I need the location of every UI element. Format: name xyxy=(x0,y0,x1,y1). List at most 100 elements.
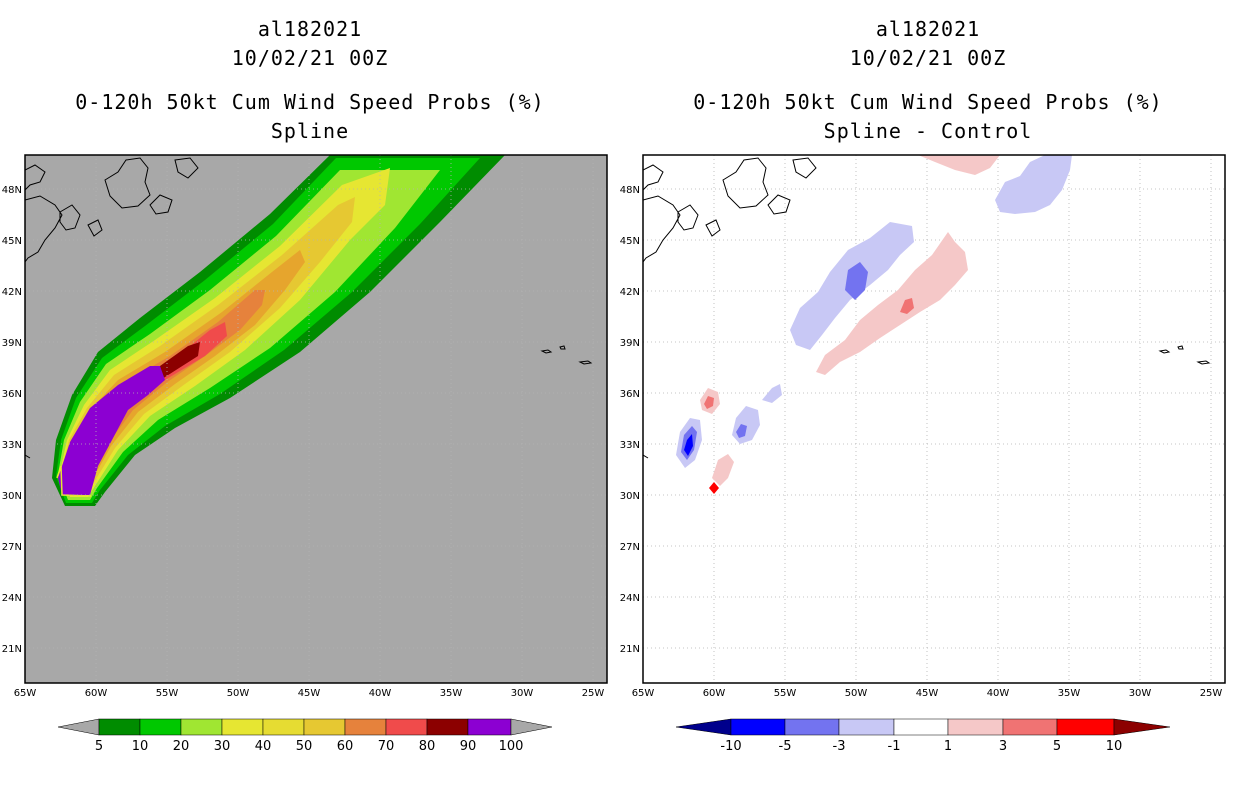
right-colorbar-labels: -10 -5 -3 -1 1 3 5 10 xyxy=(720,739,1122,754)
colorbar-label: -3 xyxy=(833,739,846,754)
lon-tick: 35W xyxy=(440,688,463,699)
lat-tick: 27N xyxy=(2,542,22,553)
right-background xyxy=(643,155,1225,683)
diff-pos-3-south-a xyxy=(704,396,714,409)
lat-tick: 24N xyxy=(620,593,640,604)
right-difference-field xyxy=(676,155,1072,494)
lat-tick: 42N xyxy=(620,287,640,298)
lat-tick: 27N xyxy=(620,542,640,553)
lon-tick: 65W xyxy=(14,688,37,699)
colorbar-lower-arrow xyxy=(675,718,732,736)
lon-tick: 30W xyxy=(511,688,534,699)
colorbar-swatch xyxy=(838,718,895,736)
colorbar-label: 10 xyxy=(1106,739,1123,754)
lon-tick: 45W xyxy=(298,688,321,699)
right-lat-axis: 48N 45N 42N 39N 36N 33N 30N 27N 24N 21N xyxy=(620,185,640,655)
colorbar-label: 5 xyxy=(1053,739,1061,754)
right-map xyxy=(642,154,1226,684)
colorbar-swatch xyxy=(262,718,305,736)
left-colorbar xyxy=(57,718,553,736)
left-panel-subheader: 0-120h 50kt Cum Wind Speed Probs (%) Spl… xyxy=(10,88,610,146)
left-lat-axis: 48N 45N 42N 39N 36N 33N 30N 27N 24N 21N xyxy=(2,185,22,655)
left-probability-swath xyxy=(52,155,505,506)
left-gridlines xyxy=(25,155,607,683)
left-product: 0-120h 50kt Cum Wind Speed Probs (%) xyxy=(75,90,545,114)
colorbar-label: 1 xyxy=(944,739,952,754)
diff-neg-3-northwest xyxy=(845,262,868,300)
lon-tick: 40W xyxy=(987,688,1010,699)
colorbar-swatch xyxy=(426,718,469,736)
lat-tick: 48N xyxy=(620,185,640,196)
colorbar-swatch xyxy=(303,718,346,736)
colorbar-upper-arrow xyxy=(1113,718,1171,736)
colorbar-label: 80 xyxy=(419,739,436,754)
diff-pos-5-south-b xyxy=(709,482,719,494)
lon-tick: 65W xyxy=(632,688,655,699)
colorbar-swatch xyxy=(385,718,428,736)
left-datetime: 10/02/21 00Z xyxy=(231,46,389,70)
lon-tick: 30W xyxy=(1129,688,1152,699)
colorbar-label: 40 xyxy=(255,739,272,754)
lon-tick: 40W xyxy=(369,688,392,699)
colorbar-swatch xyxy=(344,718,387,736)
lat-tick: 36N xyxy=(620,389,640,400)
colorbar-label: -10 xyxy=(720,739,741,754)
right-azores xyxy=(1158,345,1211,365)
colorbar-swatch xyxy=(221,718,264,736)
lat-tick: 21N xyxy=(620,644,640,655)
left-storm-id: al182021 xyxy=(257,17,363,41)
right-lon-axis: 65W 60W 55W 50W 45W 40W 35W 30W 25W xyxy=(632,688,1223,699)
left-subtitle: Spline xyxy=(270,119,350,143)
colorbar-swatch xyxy=(947,718,1004,736)
left-map-frame xyxy=(24,154,608,684)
colorbar-swatch xyxy=(893,718,949,736)
left-coastline xyxy=(25,157,199,459)
right-panel-header: al182021 10/02/21 00Z xyxy=(628,15,1228,73)
right-product: 0-120h 50kt Cum Wind Speed Probs (%) xyxy=(693,90,1163,114)
diff-neg-1-north xyxy=(995,155,1072,214)
colorbar-label: 100 xyxy=(499,739,524,754)
colorbar-label: 70 xyxy=(378,739,395,754)
diff-neg-3-south-b xyxy=(736,424,747,438)
prob-band-90 xyxy=(58,366,165,495)
lon-tick: 55W xyxy=(774,688,797,699)
lon-tick: 45W xyxy=(916,688,939,699)
colorbar-label: 30 xyxy=(214,739,231,754)
diff-pos-1-north xyxy=(918,155,1000,175)
right-map-frame xyxy=(642,154,1226,684)
colorbar-label: -5 xyxy=(779,739,792,754)
left-map xyxy=(24,154,608,684)
diff-pos-1-main xyxy=(816,232,968,375)
colorbar-lower-arrow xyxy=(57,718,100,736)
colorbar-swatch xyxy=(730,718,786,736)
colorbar-swatch xyxy=(139,718,182,736)
lon-tick: 60W xyxy=(703,688,726,699)
lat-tick: 21N xyxy=(2,644,22,655)
left-lon-axis: 65W 60W 55W 50W 45W 40W 35W 30W 25W xyxy=(14,688,605,699)
right-datetime: 10/02/21 00Z xyxy=(849,46,1007,70)
colorbar-label: 3 xyxy=(999,739,1007,754)
lat-tick: 48N xyxy=(2,185,22,196)
right-colorbar xyxy=(675,718,1171,736)
colorbar-label: 20 xyxy=(173,739,190,754)
colorbar-upper-arrow xyxy=(510,718,553,736)
right-storm-id: al182021 xyxy=(875,17,981,41)
right-gridlines xyxy=(643,155,1225,683)
lat-tick: 30N xyxy=(620,491,640,502)
left-azores xyxy=(540,345,593,365)
colorbar-swatch xyxy=(180,718,223,736)
colorbar-swatch xyxy=(467,718,512,736)
lat-tick: 45N xyxy=(2,236,22,247)
colorbar-label: 10 xyxy=(132,739,149,754)
lat-tick: 30N xyxy=(2,491,22,502)
lon-tick: 25W xyxy=(582,688,605,699)
lon-tick: 60W xyxy=(85,688,108,699)
colorbar-label: 5 xyxy=(95,739,103,754)
lat-tick: 45N xyxy=(620,236,640,247)
lon-tick: 35W xyxy=(1058,688,1081,699)
colorbar-swatch xyxy=(98,718,141,736)
right-panel-subheader: 0-120h 50kt Cum Wind Speed Probs (%) Spl… xyxy=(628,88,1228,146)
lat-tick: 36N xyxy=(2,389,22,400)
colorbar-swatch xyxy=(1056,718,1115,736)
colorbar-label: -1 xyxy=(888,739,901,754)
